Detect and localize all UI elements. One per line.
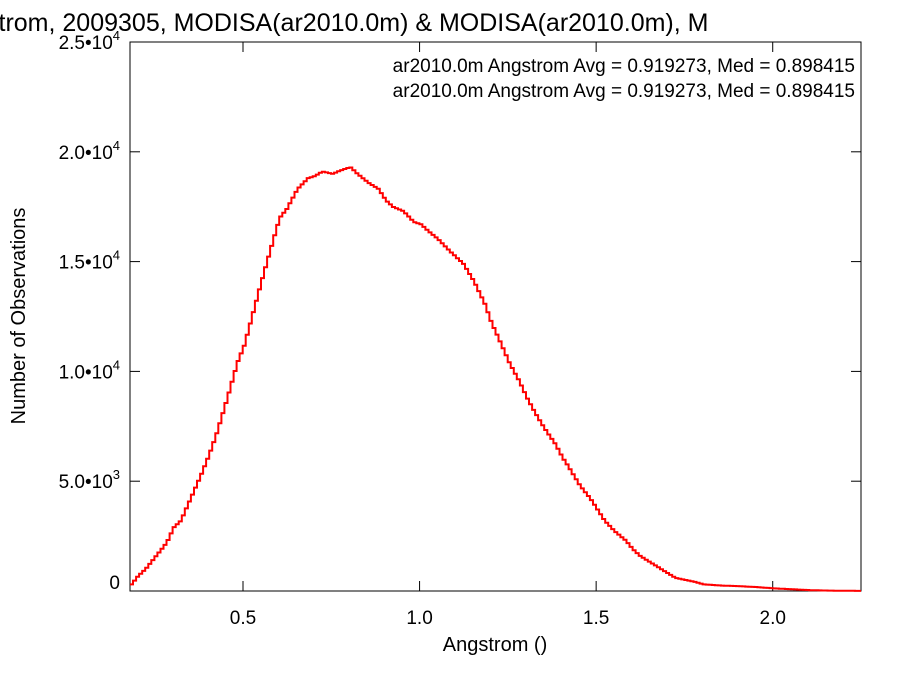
x-tick-label: 2.0 <box>760 608 786 629</box>
stats-annotation-red: ar2010.0m Angstrom Avg = 0.919273, Med =… <box>393 81 855 102</box>
histogram-series-line <box>130 166 861 592</box>
plot-frame <box>129 41 862 592</box>
y-tick-label: 0 <box>109 573 120 594</box>
y-tick-label: 2.5•104 <box>59 28 120 54</box>
y-axis-label: Number of Observations <box>8 208 30 425</box>
x-axis-label: Angstrom () <box>443 634 547 656</box>
y-tick-label: 1.5•104 <box>59 248 120 274</box>
y-tick-label: 5.0•103 <box>59 467 120 493</box>
stats-annotation-black: ar2010.0m Angstrom Avg = 0.919273, Med =… <box>393 56 855 77</box>
x-axis-ticks: 0.5 1.0 1.5 2.0 <box>230 42 786 629</box>
y-axis-ticks: 0 5.0•103 1.0•104 1.5•104 2.0•104 2.5•104 <box>59 28 861 594</box>
y-tick-label: 1.0•104 <box>59 357 120 383</box>
x-tick-label: 1.5 <box>583 608 609 629</box>
y-tick-label: 2.0•104 <box>59 138 120 164</box>
x-tick-label: 1.0 <box>406 608 432 629</box>
chart-title: strom, 2009305, MODISA(ar2010.0m) & MODI… <box>0 9 708 37</box>
x-tick-label: 0.5 <box>230 608 256 629</box>
